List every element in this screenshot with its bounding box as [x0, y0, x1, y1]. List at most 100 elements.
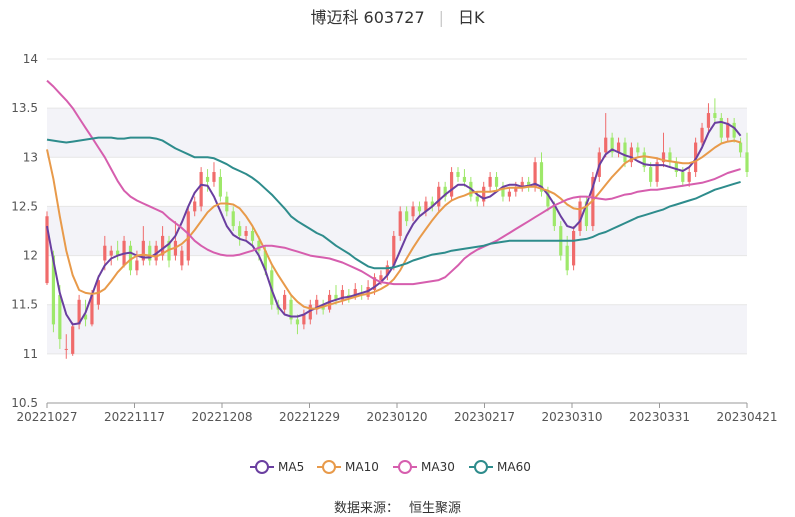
candle-body	[128, 245, 133, 271]
candle-body	[482, 186, 486, 202]
candle-body	[411, 206, 415, 217]
x-tick-label: 20221229	[279, 410, 340, 424]
candle-body	[263, 250, 267, 271]
candle-body	[141, 240, 145, 261]
candle-body	[572, 231, 576, 266]
legend-label: MA30	[421, 460, 455, 474]
candle-body	[475, 196, 479, 202]
candle-body	[148, 245, 152, 261]
candle-body	[109, 250, 113, 256]
candle-body	[193, 201, 197, 212]
candle-body	[719, 117, 723, 138]
candle-body	[90, 294, 94, 325]
candle-body	[250, 231, 255, 241]
legend-label: MA60	[497, 460, 531, 474]
candle-body	[687, 172, 691, 182]
candle-body	[398, 211, 402, 236]
x-tick-label: 20230310	[541, 410, 602, 424]
candle-body	[514, 186, 518, 192]
candle-body	[199, 172, 203, 207]
x-tick-label: 20221117	[104, 410, 165, 424]
chart-title: 博迈科 603727	[310, 8, 425, 27]
x-tick-label: 20230120	[366, 410, 427, 424]
candle-body	[443, 186, 447, 197]
candle-body	[385, 265, 389, 276]
candle-body	[71, 326, 75, 354]
candle-body	[462, 176, 467, 182]
candle-body	[520, 181, 524, 187]
legend-marker	[474, 460, 488, 474]
candle-body	[116, 250, 120, 256]
grid-band	[47, 206, 747, 256]
x-tick-label: 20221208	[191, 410, 252, 424]
y-tick-label: 12.5	[11, 199, 38, 213]
candle-body	[77, 299, 81, 325]
candle-body	[180, 250, 184, 266]
candle-body	[655, 162, 659, 182]
candle-body	[649, 167, 653, 182]
candle-body	[334, 294, 338, 300]
candle-body	[629, 147, 634, 163]
title-separator: |	[438, 8, 445, 27]
candle-body	[552, 206, 556, 227]
candle-body	[449, 172, 454, 197]
candle-body	[713, 113, 717, 118]
source-label: 数据来源：	[333, 501, 399, 516]
series-line-ma30	[46, 79, 741, 286]
series-line-ma60	[46, 136, 741, 270]
candle-body	[700, 127, 704, 143]
candle-body	[135, 260, 139, 271]
candle-body	[283, 294, 287, 310]
legend-marker	[322, 460, 336, 474]
y-tick-label: 13.5	[11, 101, 38, 115]
source-value: 恒生聚源	[409, 501, 462, 516]
legend-marker	[255, 460, 269, 474]
candle-body	[456, 172, 460, 177]
candle-body	[636, 147, 640, 153]
candle-body	[732, 122, 736, 138]
candle-body	[353, 288, 357, 297]
candle-body	[160, 235, 165, 256]
candle-body	[578, 201, 582, 231]
x-tick-label: 20230217	[454, 410, 515, 424]
candle-body	[379, 275, 383, 281]
candle-body	[584, 201, 589, 227]
series-line-ma10	[46, 139, 741, 310]
candle-body	[745, 152, 749, 173]
x-tick-label: 20221027	[16, 410, 77, 424]
data-source: 数据来源： 恒生聚源	[0, 497, 795, 516]
candle-body	[674, 162, 678, 173]
candle-body	[610, 137, 614, 153]
candle-body	[642, 152, 646, 168]
candle-body	[315, 299, 319, 310]
candle-body	[405, 211, 409, 222]
candle-body	[392, 235, 396, 266]
candle-body	[668, 152, 672, 163]
candle-body	[51, 255, 56, 325]
candle-body	[218, 176, 222, 197]
candle-body	[103, 245, 107, 261]
y-tick-label: 14	[23, 52, 38, 66]
candle-body	[501, 186, 505, 197]
candle-body	[738, 142, 743, 153]
candle-body	[437, 186, 441, 207]
candle-body	[527, 181, 531, 187]
candle-body	[488, 176, 492, 187]
candle-body	[231, 211, 235, 227]
candle-body	[83, 314, 88, 320]
y-tick-label: 11	[23, 347, 38, 361]
candle-body	[257, 240, 261, 251]
candle-body	[681, 172, 685, 182]
candle-body	[186, 211, 190, 261]
candle-body	[289, 299, 293, 320]
candle-body	[308, 304, 312, 320]
y-tick-label: 12	[23, 249, 38, 263]
candle-body	[302, 314, 306, 325]
candle-body	[565, 245, 569, 271]
candle-body	[616, 142, 621, 153]
candle-body	[295, 319, 300, 325]
x-tick-label: 20230331	[629, 410, 690, 424]
candle-body	[604, 137, 608, 153]
candle-body	[494, 176, 499, 187]
